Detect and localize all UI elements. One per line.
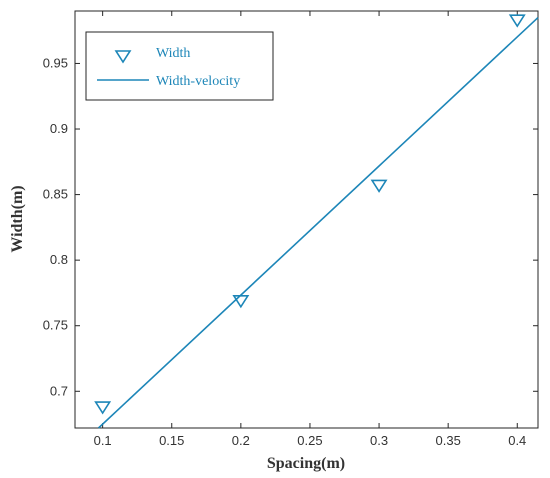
legend-marker-width xyxy=(114,50,132,64)
legend-box xyxy=(85,31,274,101)
y-axis: 0.7 0.75 0.8 0.85 0.9 0.95 xyxy=(43,55,538,398)
x-tick-label: 0.25 xyxy=(297,433,322,448)
y-tick-label: 0.95 xyxy=(43,55,68,70)
x-axis-title: Spacing(m) xyxy=(267,455,345,472)
data-point-marker xyxy=(508,14,526,28)
data-point-marker xyxy=(370,179,388,193)
x-tick-label: 0.2 xyxy=(232,433,250,448)
x-tick-label: 0.4 xyxy=(508,433,526,448)
legend: Width Width-velocity xyxy=(85,31,274,101)
data-point-marker xyxy=(94,401,112,415)
x-tick-label: 0.3 xyxy=(370,433,388,448)
series-layer xyxy=(94,14,539,429)
x-tick-label: 0.1 xyxy=(94,433,112,448)
x-tick-label: 0.15 xyxy=(159,433,184,448)
x-axis: 0.1 0.15 0.2 0.25 0.3 0.35 0.4 xyxy=(94,11,526,448)
x-tick-label: 0.35 xyxy=(436,433,461,448)
legend-label-width-velocity: Width-velocity xyxy=(156,74,240,89)
y-tick-label: 0.9 xyxy=(50,121,68,136)
fit-line xyxy=(97,16,539,429)
legend-label-width: Width xyxy=(156,46,190,61)
y-tick-label: 0.75 xyxy=(43,318,68,333)
y-tick-label: 0.7 xyxy=(50,383,68,398)
y-tick-label: 0.85 xyxy=(43,187,68,202)
y-tick-label: 0.8 xyxy=(50,252,68,267)
y-axis-title: Width(m) xyxy=(9,185,26,252)
